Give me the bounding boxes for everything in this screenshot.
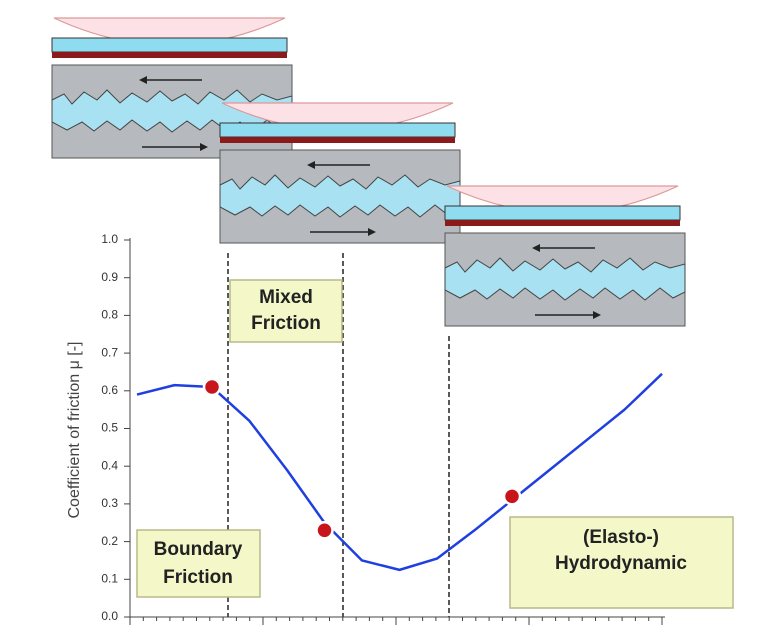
regime-point: [202, 377, 222, 397]
y-tick-label: 0.1: [101, 571, 118, 585]
y-tick-label: 0.5: [101, 421, 118, 435]
y-tick-label: 0.4: [101, 458, 118, 472]
y-tick-label: 1.0: [101, 232, 118, 246]
annotation: Boundary: [154, 539, 243, 560]
regime-dividers: [227, 253, 450, 617]
y-tick-label: 0.7: [101, 345, 118, 359]
annotation-box: [136, 529, 261, 598]
regime-point: [502, 487, 522, 506]
y-tick-label: 0.8: [101, 308, 118, 322]
annotation: Hydrodynamic: [555, 553, 687, 574]
y-tick-label: 0.3: [101, 496, 118, 510]
y-tick-label: 0.6: [101, 383, 118, 397]
illustration-mixed: [219, 102, 461, 244]
annotation-box: [509, 516, 734, 609]
regime-point: [315, 521, 334, 540]
annotation: Friction: [163, 567, 233, 588]
annotation: (Elasto-): [583, 527, 659, 548]
y-axis-label: Coefficient of friction μ [-]: [66, 342, 83, 519]
y-tick-label: 0.9: [101, 270, 118, 284]
annotation: Mixed: [259, 287, 313, 308]
y-tick-label: 0.2: [101, 534, 118, 548]
annotation: Friction: [251, 313, 321, 334]
friction-curve: [136, 372, 663, 572]
illustration-hydrodynamic: [444, 185, 686, 327]
y-tick-label: 0.0: [101, 609, 118, 623]
annotation-box: [229, 279, 343, 343]
